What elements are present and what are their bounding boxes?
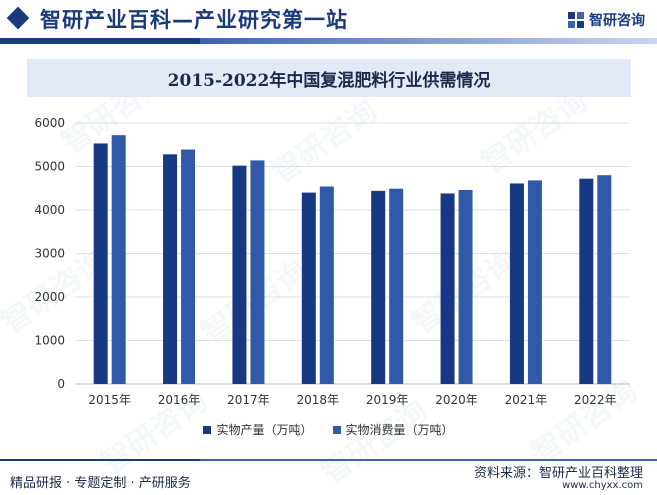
bar-consumption [458,189,473,384]
y-tick-label: 1000 [34,334,65,348]
bar-production [163,154,178,384]
legend-item-production: 实物产量（万吨） [203,421,313,438]
bar-consumption [319,186,334,384]
brand-name: 智研咨询 [589,13,645,29]
header-diamond-icon [6,6,30,30]
bar-consumption [250,160,265,384]
bar-production [509,183,524,384]
x-tick-label: 2022年 [574,393,617,407]
bar-production [579,178,594,384]
y-tick-label: 2000 [34,290,65,304]
bar-chart: 0 1000 2000 3000 4000 5000 6000 2015年 2016年 2017年… [34,116,630,407]
bar-consumption [389,188,404,384]
legend-label-consumption: 实物消费量（万吨） [345,423,454,437]
y-tick-label: 5000 [34,160,65,174]
legend-label-production: 实物产量（万吨） [216,423,313,437]
x-tick-label: 2015年 [88,393,131,407]
bar-production [440,193,455,384]
legend-swatch-consumption [332,425,341,434]
footer-url: www.chyxx.com [562,480,643,491]
x-tick-label: 2017年 [227,393,270,407]
legend-swatch-production [203,425,212,434]
legend-item-consumption: 实物消费量（万吨） [332,421,454,438]
x-tick-label: 2018年 [297,393,340,407]
footer-source: 资料来源：智研产业百科整理 [473,466,643,481]
brand: 智研咨询 [567,10,645,30]
bar-consumption [181,149,196,384]
y-tick-label: 4000 [34,203,65,217]
bar-consumption [111,135,126,384]
x-tick-label: 2019年 [366,393,409,407]
y-tick-label: 3000 [34,247,65,261]
header-bar [0,38,657,44]
footer-line [0,459,657,461]
header-title: 智研产业百科—产业研究第一站 [40,8,348,32]
bar-production [232,165,247,384]
y-tick-label: 0 [57,377,65,391]
bar-production [301,192,316,384]
brand-logo-icon [568,12,584,28]
y-tick-label: 6000 [34,116,65,130]
x-tick-label: 2021年 [505,393,548,407]
bar-consumption [597,175,612,384]
bar-production [371,190,386,384]
bar-consumption [527,180,542,384]
header: 智研产业百科—产业研究第一站 智研咨询 [0,0,657,40]
x-tick-label: 2016年 [158,393,201,407]
chart-title-band: 2015-2022年中国复混肥料行业供需情况 [27,59,631,97]
x-tick-label: 2020年 [435,393,478,407]
chart-title: 2015-2022年中国复混肥料行业供需情况 [167,70,491,91]
bar-production [93,143,108,384]
footer-tagline: 精品研报 · 专题定制 · 产研服务 [10,476,191,491]
legend: 实物产量（万吨） 实物消费量（万吨） [0,421,657,438]
